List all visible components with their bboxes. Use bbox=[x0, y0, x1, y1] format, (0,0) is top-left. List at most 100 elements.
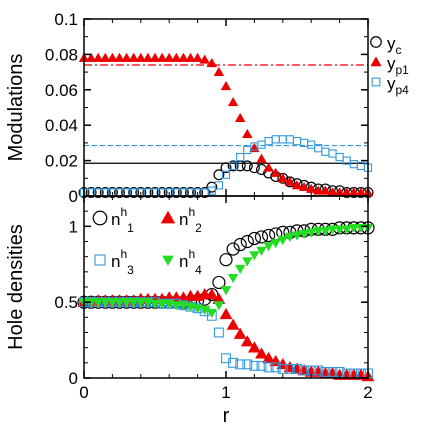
data-point-n4-36 bbox=[327, 225, 338, 235]
data-point-n2-25 bbox=[248, 341, 261, 353]
data-point-yp4-28 bbox=[271, 135, 280, 144]
data-point-n1-24 bbox=[240, 234, 254, 249]
legend-label-1: yc bbox=[387, 34, 402, 57]
data-point-n4-9 bbox=[135, 298, 146, 308]
data-point-n4-23 bbox=[235, 264, 246, 274]
data-point-n4-19 bbox=[206, 308, 217, 318]
modulations-y-axis-label: Modulations bbox=[5, 54, 27, 162]
data-point-n1-26 bbox=[254, 230, 269, 244]
data-point-yp1-8 bbox=[128, 52, 139, 62]
data-point-n4-27 bbox=[263, 242, 274, 252]
data-point-yc-14 bbox=[170, 186, 182, 198]
data-point-yp4-35 bbox=[321, 147, 330, 156]
data-point-yp1-10 bbox=[142, 52, 154, 62]
data-point-yp1-22 bbox=[227, 96, 239, 107]
data-point-yp1-36 bbox=[327, 187, 338, 197]
data-point-n1-21 bbox=[219, 253, 233, 267]
data-point-yc-19 bbox=[206, 181, 218, 193]
data-point-yp4-36 bbox=[328, 149, 337, 158]
data-point-n4-7 bbox=[121, 298, 132, 308]
data-point-yp1-14 bbox=[171, 52, 182, 62]
data-point-yp4-19 bbox=[207, 186, 216, 195]
data-point-yp4-30 bbox=[285, 135, 295, 144]
data-point-yc-22 bbox=[227, 160, 239, 172]
data-point-n4-24 bbox=[242, 257, 253, 267]
data-point-yp1-27 bbox=[263, 162, 274, 172]
data-point-yp1-20 bbox=[213, 66, 225, 76]
data-point-yp4-33 bbox=[307, 140, 316, 149]
data-point-yp1-6 bbox=[114, 52, 125, 62]
data-point-n3-23 bbox=[235, 359, 246, 370]
y-tick-label: 0.5 bbox=[54, 293, 78, 312]
data-point-n3-30 bbox=[284, 363, 295, 374]
data-point-yp4-31 bbox=[292, 137, 302, 146]
data-point-n4-14 bbox=[171, 301, 182, 311]
data-point-yp4-21 bbox=[221, 170, 231, 179]
data-point-n4-28 bbox=[270, 239, 281, 249]
data-point-yc-15 bbox=[177, 186, 189, 198]
data-point-yc-7 bbox=[121, 186, 133, 198]
data-point-yp1-23 bbox=[235, 112, 246, 123]
r-x-axis-label: r bbox=[223, 405, 230, 427]
data-point-n4-29 bbox=[277, 236, 288, 246]
legend-marker-4 bbox=[162, 255, 174, 266]
data-point-n3-28 bbox=[270, 362, 281, 373]
modulations-axis-ticks: 0 0.02 0.04 0.06 0.08 0.1 bbox=[45, 10, 369, 206]
data-point-yc-20 bbox=[213, 169, 225, 181]
data-point-yp1-30 bbox=[284, 176, 296, 186]
data-point-n2-26 bbox=[255, 347, 268, 359]
x-tick-label: 2 bbox=[363, 383, 372, 402]
data-point-yp1-19 bbox=[206, 58, 217, 68]
data-point-n4-25 bbox=[249, 251, 260, 261]
data-point-yp1-24 bbox=[242, 128, 253, 138]
data-point-yp1-5 bbox=[107, 52, 118, 62]
data-point-yp1-39 bbox=[348, 187, 359, 197]
legend-marker-1 bbox=[370, 36, 382, 48]
data-point-n3-20 bbox=[213, 327, 224, 338]
data-point-n4-12 bbox=[156, 299, 168, 309]
data-point-n4-3 bbox=[93, 298, 104, 308]
data-point-n3-29 bbox=[277, 363, 288, 374]
hole-densities-legend: nh1 nh2 nh3 nh4 bbox=[92, 205, 202, 277]
data-point-yp1-34 bbox=[313, 185, 324, 195]
data-point-n4-33 bbox=[306, 228, 317, 238]
modulations-data-points bbox=[78, 52, 374, 198]
data-point-yp1-35 bbox=[320, 185, 331, 195]
data-point-n3-25 bbox=[249, 360, 260, 371]
legend-label-1: nh1 bbox=[111, 205, 134, 235]
data-point-yp1-28 bbox=[270, 167, 281, 177]
data-point-n2-19 bbox=[205, 288, 219, 300]
legend-label-3: yp4 bbox=[387, 74, 409, 97]
data-point-n4-39 bbox=[348, 223, 359, 234]
data-point-yp1-31 bbox=[291, 180, 303, 190]
legend-marker-1 bbox=[92, 210, 108, 226]
data-point-n3-22 bbox=[228, 357, 239, 368]
data-point-yp4-23 bbox=[236, 152, 245, 162]
data-point-n4-20 bbox=[213, 301, 225, 311]
y-tick-label: 0 bbox=[69, 187, 78, 206]
data-point-n4-37 bbox=[334, 225, 345, 235]
data-point-n2-27 bbox=[262, 351, 275, 364]
data-point-n3-35 bbox=[320, 366, 331, 377]
y-tick-label: 0.04 bbox=[45, 116, 78, 135]
y-tick-label: 0.02 bbox=[45, 152, 78, 171]
x-tick-label: 0 bbox=[79, 383, 88, 402]
data-point-yc-8 bbox=[128, 186, 140, 198]
data-point-n2-22 bbox=[226, 318, 240, 330]
data-point-yc-3 bbox=[92, 186, 104, 198]
data-point-yp1-9 bbox=[135, 52, 146, 62]
legend-marker-3 bbox=[371, 77, 381, 87]
data-point-n3-34 bbox=[313, 365, 324, 376]
data-point-yp4-22 bbox=[228, 161, 238, 171]
data-point-n1-22 bbox=[226, 242, 240, 256]
data-point-n3-27 bbox=[263, 362, 274, 373]
data-point-n2-21 bbox=[219, 307, 233, 320]
data-point-yc-25 bbox=[248, 162, 260, 174]
data-point-yp1-21 bbox=[220, 81, 232, 91]
data-point-n4-26 bbox=[256, 246, 267, 256]
data-point-n3-31 bbox=[292, 363, 302, 374]
data-point-n3-36 bbox=[327, 366, 338, 377]
data-point-yc-18 bbox=[199, 186, 211, 198]
data-point-yp1-38 bbox=[341, 187, 352, 197]
data-point-n2-23 bbox=[233, 327, 247, 339]
